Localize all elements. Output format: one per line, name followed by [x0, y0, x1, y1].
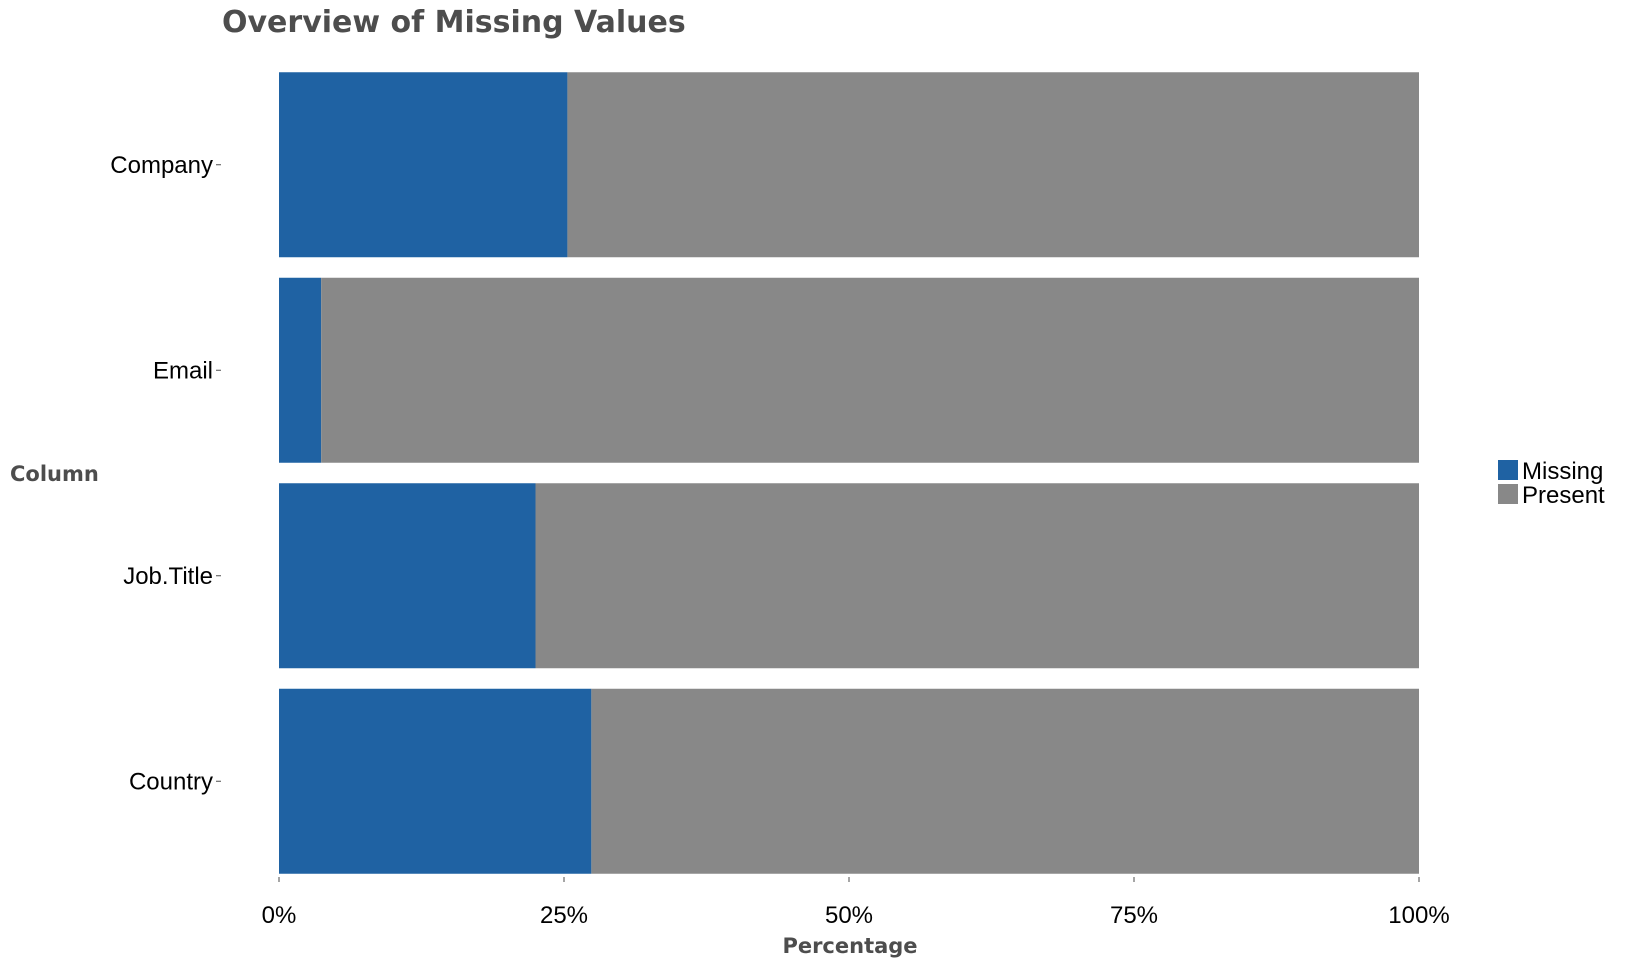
- bar-country-present: [591, 688, 1419, 874]
- bar-job-title-missing: [279, 483, 536, 669]
- x-axis-title: Percentage: [782, 934, 917, 958]
- legend-swatch-present: [1498, 484, 1518, 504]
- legend-label-missing: Missing: [1522, 458, 1603, 485]
- y-tick-label-email: Email: [153, 357, 213, 384]
- y-tick-label-job-title: Job.Title: [123, 563, 213, 590]
- legend-label-present: Present: [1522, 482, 1605, 509]
- y-tick-label-company: Company: [110, 152, 213, 179]
- y-tick-label-country: Country: [129, 768, 213, 795]
- x-tick-label-25: 25%: [540, 902, 588, 929]
- y-axis: Company Email Job.Title Country: [110, 152, 221, 795]
- bar-company-missing: [279, 72, 568, 258]
- bar-email-present: [321, 277, 1420, 463]
- x-tick-label-0: 0%: [262, 902, 297, 929]
- y-axis-title: Column: [10, 462, 99, 486]
- bar-job-title-present: [535, 483, 1419, 669]
- chart-title: Overview of Missing Values: [222, 5, 686, 40]
- x-tick-label-50: 50%: [825, 902, 873, 929]
- x-tick-label-75: 75%: [1110, 902, 1158, 929]
- x-tick-label-100: 100%: [1388, 902, 1449, 929]
- bar-country-missing: [279, 688, 592, 874]
- bar-email-missing: [279, 277, 322, 463]
- x-axis: 0% 25% 50% 75% 100%: [262, 877, 1450, 929]
- bar-company-present: [567, 72, 1419, 258]
- bars-layer: [279, 72, 1420, 874]
- legend-swatch-missing: [1498, 460, 1518, 480]
